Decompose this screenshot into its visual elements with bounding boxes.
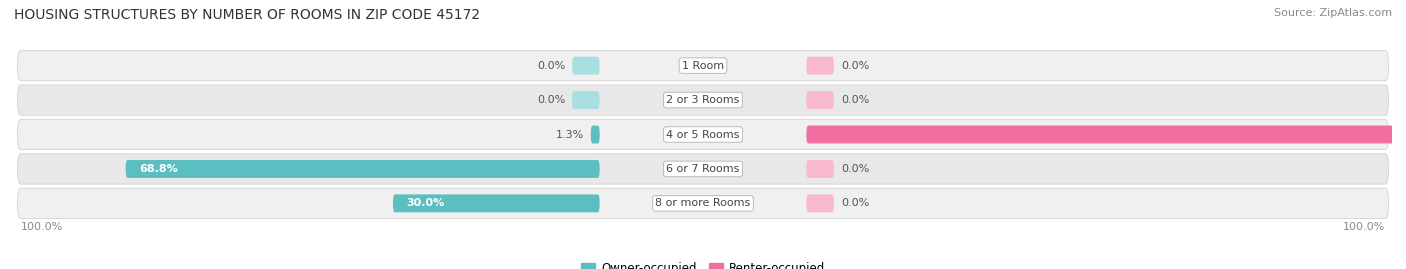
Text: HOUSING STRUCTURES BY NUMBER OF ROOMS IN ZIP CODE 45172: HOUSING STRUCTURES BY NUMBER OF ROOMS IN… bbox=[14, 8, 481, 22]
Text: 2 or 3 Rooms: 2 or 3 Rooms bbox=[666, 95, 740, 105]
Text: 6 or 7 Rooms: 6 or 7 Rooms bbox=[666, 164, 740, 174]
FancyBboxPatch shape bbox=[807, 126, 1406, 143]
FancyBboxPatch shape bbox=[807, 91, 834, 109]
FancyBboxPatch shape bbox=[807, 160, 834, 178]
FancyBboxPatch shape bbox=[17, 188, 1389, 218]
FancyBboxPatch shape bbox=[17, 85, 1389, 115]
Text: 30.0%: 30.0% bbox=[406, 198, 446, 208]
Text: Source: ZipAtlas.com: Source: ZipAtlas.com bbox=[1274, 8, 1392, 18]
Text: 68.8%: 68.8% bbox=[139, 164, 179, 174]
FancyBboxPatch shape bbox=[17, 119, 1389, 150]
Text: 1.3%: 1.3% bbox=[555, 129, 583, 140]
Legend: Owner-occupied, Renter-occupied: Owner-occupied, Renter-occupied bbox=[576, 258, 830, 269]
Text: 100.0%: 100.0% bbox=[21, 222, 63, 232]
Text: 8 or more Rooms: 8 or more Rooms bbox=[655, 198, 751, 208]
FancyBboxPatch shape bbox=[572, 57, 599, 75]
FancyBboxPatch shape bbox=[17, 154, 1389, 184]
Text: 0.0%: 0.0% bbox=[841, 164, 869, 174]
Text: 0.0%: 0.0% bbox=[537, 61, 565, 71]
FancyBboxPatch shape bbox=[807, 194, 834, 212]
Text: 1 Room: 1 Room bbox=[682, 61, 724, 71]
FancyBboxPatch shape bbox=[807, 57, 834, 75]
Text: 0.0%: 0.0% bbox=[841, 61, 869, 71]
Text: 100.0%: 100.0% bbox=[1343, 222, 1385, 232]
Text: 0.0%: 0.0% bbox=[841, 95, 869, 105]
Text: 0.0%: 0.0% bbox=[537, 95, 565, 105]
FancyBboxPatch shape bbox=[125, 160, 599, 178]
FancyBboxPatch shape bbox=[572, 91, 599, 109]
Text: 4 or 5 Rooms: 4 or 5 Rooms bbox=[666, 129, 740, 140]
Text: 0.0%: 0.0% bbox=[841, 198, 869, 208]
FancyBboxPatch shape bbox=[17, 51, 1389, 81]
FancyBboxPatch shape bbox=[591, 126, 599, 143]
FancyBboxPatch shape bbox=[392, 194, 599, 212]
